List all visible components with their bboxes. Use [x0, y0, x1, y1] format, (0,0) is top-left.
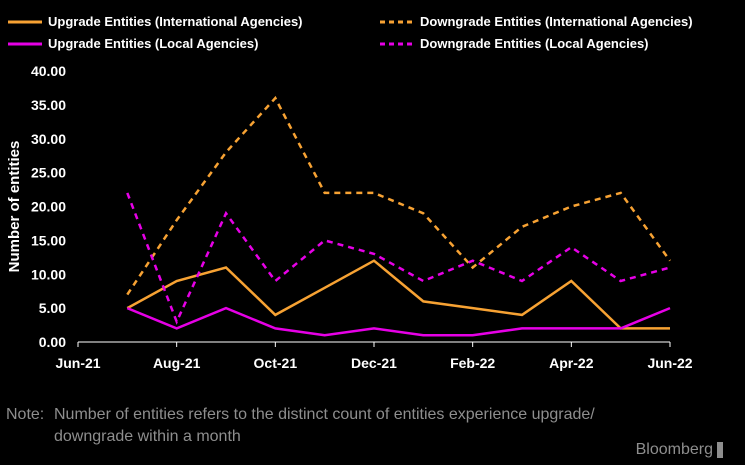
line-chart: 0.00 5.00 10.00 15.00 20.00 25.00 30.00 35.00 40…	[6, 63, 693, 371]
bloomberg-mark-icon	[717, 442, 723, 458]
legend-item-upgrade-international: Upgrade Entities (International Agencies…	[8, 14, 303, 29]
note-line-2: downgrade within a month	[54, 428, 241, 445]
y-axis-ticks: 0.00 5.00 10.00 15.00 20.00 25.00 30.00 35.00 40…	[31, 63, 66, 350]
series-line-3	[126, 192, 671, 325]
series-line-1	[126, 306, 671, 337]
legend-label: Downgrade Entities (Local Agencies)	[420, 36, 649, 51]
legend-item-downgrade-local: Downgrade Entities (Local Agencies)	[380, 36, 649, 51]
legend-item-downgrade-international: Downgrade Entities (International Agenci…	[380, 14, 693, 29]
bloomberg-logo: Bloomberg	[636, 441, 723, 459]
y-axis-label: Number of entities	[6, 141, 23, 273]
y-tick-label: 10.00	[31, 266, 66, 282]
x-tick-label: Dec-21	[351, 355, 397, 371]
series-line-0	[126, 259, 670, 330]
x-axis-ticks: Jun-21 Aug-21 Oct-21 Dec-21 Feb-22 Apr-22 Jun-…	[55, 342, 693, 371]
x-tick-label: Apr-22	[549, 355, 594, 371]
y-tick-label: 20.00	[31, 199, 66, 215]
y-tick-label: 40.00	[31, 63, 66, 79]
legend-item-upgrade-local: Upgrade Entities (Local Agencies)	[8, 36, 258, 51]
x-tick-label: Jun-22	[647, 355, 692, 371]
legend-swatch-solid-orange	[8, 20, 42, 23]
series-line-2	[126, 95, 672, 296]
legend-swatch-dashed-orange	[380, 20, 414, 23]
note-label: Note:	[6, 406, 45, 423]
chart-legend: Upgrade Entities (International Agencies…	[8, 14, 738, 56]
note-line-1: Number of entities refers to the distinc…	[54, 406, 595, 423]
y-tick-label: 25.00	[31, 165, 66, 181]
x-tick-label: Feb-22	[450, 355, 495, 371]
brand-name: Bloomberg	[635, 441, 713, 458]
legend-label: Downgrade Entities (International Agenci…	[420, 14, 693, 29]
x-tick-label: Oct-21	[254, 355, 298, 371]
y-tick-label: 35.00	[31, 97, 66, 113]
x-tick-label: Jun-21	[55, 355, 100, 371]
legend-label: Upgrade Entities (International Agencies…	[48, 14, 303, 29]
chart-note: Note: Number of entities refers to the di…	[6, 404, 726, 448]
x-tick-label: Aug-21	[153, 355, 201, 371]
y-tick-label: 0.00	[39, 334, 66, 350]
legend-swatch-dashed-magenta	[380, 42, 414, 45]
legend-label: Upgrade Entities (Local Agencies)	[48, 36, 259, 51]
series-lines	[126, 95, 672, 337]
y-tick-label: 30.00	[31, 131, 66, 147]
y-tick-label: 15.00	[31, 232, 66, 248]
y-tick-label: 5.00	[39, 300, 66, 316]
legend-swatch-solid-magenta	[8, 42, 42, 45]
